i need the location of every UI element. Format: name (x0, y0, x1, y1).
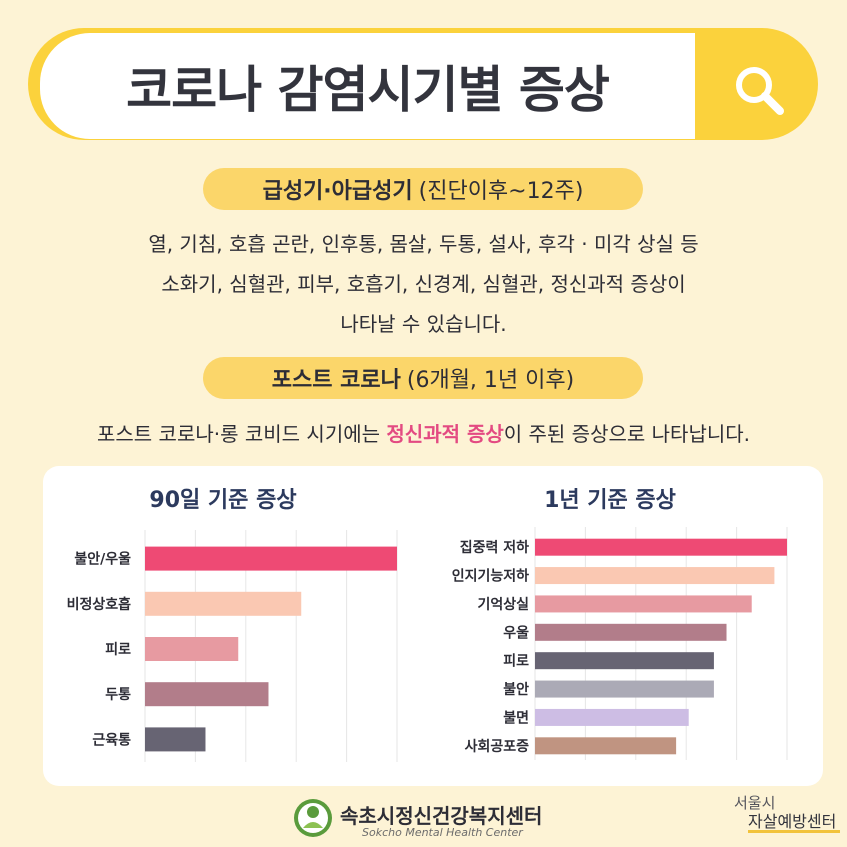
section1-heading-pill: 급성기·아급성기 (진단이후~12주) (203, 168, 643, 210)
chart-category-label: 두통 (105, 687, 131, 703)
chart-bar (535, 737, 677, 755)
section2-text-highlight: 정신과적 증상 (386, 422, 504, 446)
chart-bar (535, 680, 714, 698)
section2-heading: 포스트 코로나 (271, 368, 401, 393)
partner-name-line2: 자살예방센터 (748, 812, 837, 831)
chart-category-label: 근육통 (92, 732, 131, 748)
chart-category-label: 비정상호흡 (67, 596, 132, 613)
chart-title-90-days: 90일 기준 증상 (149, 488, 297, 513)
title-box: 코로나 감염시기별 증상 (40, 33, 695, 139)
section2-subheading: (6개월, 1년 이후) (406, 368, 575, 393)
chart-bar (145, 727, 206, 752)
section1-heading: 급성기·아급성기 (262, 179, 413, 204)
chart-bar (535, 708, 689, 726)
chart-bar (535, 652, 714, 670)
section2-text-after: 이 주된 증상으로 나타납니다. (503, 422, 750, 446)
section1-line: 소화기, 심혈관, 피부, 호흡기, 신경계, 심혈관, 정신과적 증상이 (161, 272, 686, 296)
chart-bar (145, 591, 302, 616)
chart-category-label: 인지기능저하 (452, 568, 529, 585)
chart-bar (535, 623, 727, 641)
section1-description: 열, 기침, 호흡 곤란, 인후통, 몸살, 두통, 설사, 후각 · 미각 상… (60, 224, 787, 344)
chart-category-label: 사회공포증 (465, 739, 530, 755)
chart-category-label: 집중력 저하 (460, 539, 529, 556)
section2-heading-pill: 포스트 코로나 (6개월, 1년 이후) (203, 357, 643, 399)
section2-description: 포스트 코로나·롱 코비드 시기에는 정신과적 증상이 주된 증상으로 나타납니… (20, 418, 827, 447)
chart-category-label: 피로 (503, 654, 529, 670)
search-icon[interactable] (724, 55, 794, 125)
footer-org-name-en: Sokcho Mental Health Center (362, 826, 523, 839)
chart-bar (535, 567, 775, 585)
section1-line: 열, 기침, 호흡 곤란, 인후통, 몸살, 두통, 설사, 후각 · 미각 상… (148, 232, 699, 256)
chart-category-label: 불안 (503, 681, 529, 698)
section1-line: 나타날 수 있습니다. (340, 312, 507, 336)
section2-text-before: 포스트 코로나·롱 코비드 시기에는 (97, 422, 387, 446)
page-title: 코로나 감염시기별 증상 (126, 61, 610, 119)
section1-subheading: (진단이후~12주) (418, 179, 584, 204)
chart-category-label: 우울 (503, 624, 529, 641)
chart-bar (145, 682, 269, 707)
chart-bar (535, 595, 752, 613)
chart-category-label: 불면 (503, 709, 529, 726)
chart-category-label: 피로 (105, 642, 131, 658)
partner-name-line1: 서울시 (734, 794, 776, 812)
chart-bar (145, 546, 397, 571)
health-center-logo-icon (294, 799, 332, 837)
chart-category-label: 불안/우울 (74, 551, 131, 568)
chart-bar (535, 538, 787, 556)
partner-underline (748, 830, 840, 833)
chart-bar (145, 637, 239, 661)
chart-title-1-year: 1년 기준 증상 (544, 488, 676, 513)
footer-org-name: 속초시정신건강복지센터 (340, 804, 543, 828)
chart-category-label: 기억상실 (477, 597, 529, 613)
